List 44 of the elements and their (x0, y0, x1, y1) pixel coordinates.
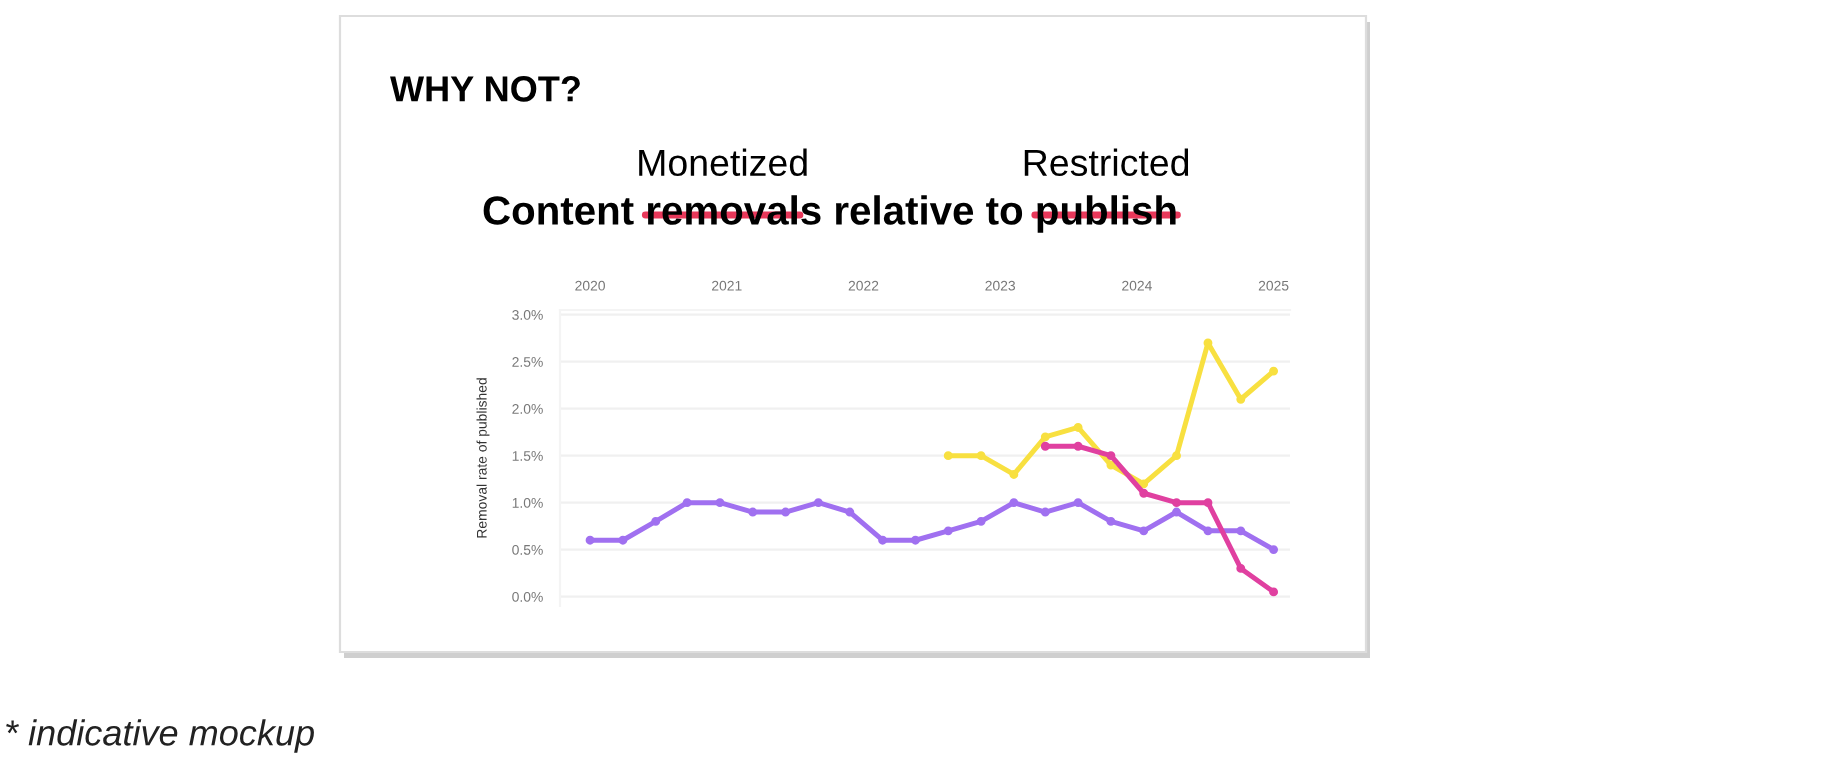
point (1106, 460, 1116, 470)
point (748, 507, 758, 517)
point (976, 451, 986, 461)
point (1009, 470, 1019, 479)
point (1073, 441, 1083, 451)
point (781, 507, 791, 517)
point (1009, 498, 1019, 508)
point (682, 498, 692, 508)
point (1172, 507, 1181, 517)
point (651, 516, 661, 526)
point (1172, 498, 1181, 508)
point (1236, 563, 1246, 573)
point (1139, 526, 1149, 536)
point (1269, 366, 1279, 376)
text: Monetized (639, 148, 807, 177)
point (943, 526, 953, 536)
chart-subtitle: WHY NOT? (390, 76, 580, 102)
point (1236, 526, 1246, 536)
point (878, 535, 888, 545)
point (1236, 394, 1246, 404)
point (1040, 441, 1050, 451)
point (1203, 498, 1213, 508)
point (845, 507, 855, 517)
point (1040, 507, 1050, 517)
point (1073, 498, 1083, 508)
point (715, 498, 725, 508)
point (813, 498, 823, 508)
point (618, 535, 628, 545)
point (1040, 432, 1050, 442)
point (1269, 545, 1279, 555)
point (1106, 451, 1116, 461)
point (910, 535, 920, 545)
point (585, 535, 595, 545)
point (1139, 479, 1149, 489)
point (1139, 488, 1149, 498)
point (1073, 423, 1083, 432)
point (1203, 526, 1213, 536)
text: Restricted (1024, 148, 1189, 177)
point (1172, 451, 1181, 461)
text: * indicative mockup (6, 719, 314, 753)
point (1269, 587, 1279, 597)
point (943, 451, 953, 461)
point (1106, 516, 1116, 526)
point (976, 516, 986, 526)
